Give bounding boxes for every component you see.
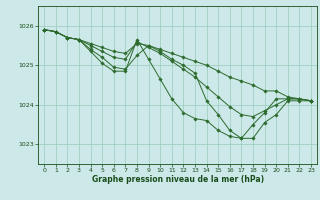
X-axis label: Graphe pression niveau de la mer (hPa): Graphe pression niveau de la mer (hPa) — [92, 175, 264, 184]
